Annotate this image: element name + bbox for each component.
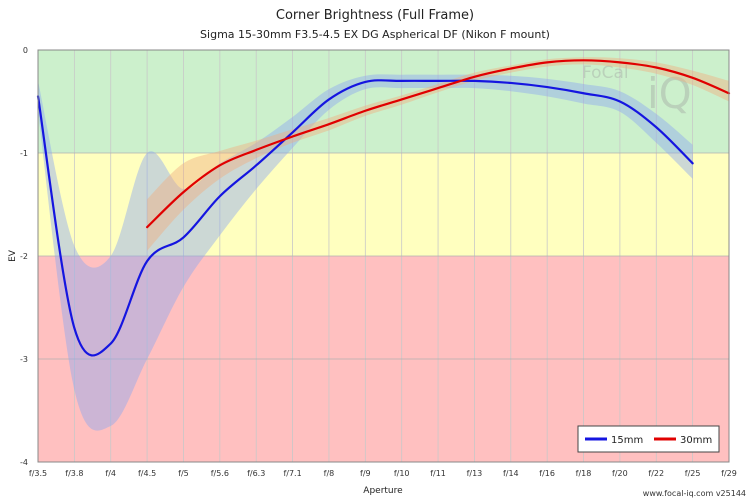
series-line-15mm [36, 79, 694, 357]
confidence-bands [38, 57, 730, 431]
x-tick-label: f/10 [394, 469, 410, 478]
y-tick-label: -2 [20, 252, 28, 261]
x-tick-label: f/3.8 [65, 469, 83, 478]
focal-iq-watermark: FoCal iQ [582, 63, 692, 118]
legend: 15mm 30mm [577, 425, 720, 453]
series-lines [36, 59, 731, 357]
x-tick-label: f/14 [503, 469, 519, 478]
x-tick-label: f/29 [721, 469, 737, 478]
confidence-band-30mm [147, 57, 730, 251]
legend-box [577, 425, 720, 453]
series-line-30mm [146, 59, 731, 229]
band-0 [38, 50, 729, 153]
x-tick-label: f/4 [105, 469, 116, 478]
x-tick-label: f/9 [360, 469, 371, 478]
y-tick-labels: 0 -1 -2 -3 -4 [20, 46, 28, 467]
confidence-band-15mm [38, 74, 693, 431]
x-tick-label: f/25 [685, 469, 701, 478]
chart-title: Corner Brightness (Full Frame) [276, 8, 474, 23]
y-axis-label: EV [8, 249, 18, 262]
legend-label-30mm: 30mm [680, 435, 712, 446]
watermark-brand: FoCal [582, 63, 629, 83]
x-tick-label: f/22 [648, 469, 664, 478]
legend-label-15mm: 15mm [611, 435, 643, 446]
chart-subtitle: Sigma 15-30mm F3.5-4.5 EX DG Aspherical … [200, 28, 550, 41]
x-tick-label: f/16 [539, 469, 555, 478]
x-tick-label: f/8 [324, 469, 335, 478]
band-1 [38, 153, 729, 256]
watermark-iq: iQ [647, 69, 692, 118]
y-tick-label: 0 [23, 46, 28, 55]
footer-credit: www.focal-iq.com v25144 [643, 489, 746, 498]
x-tick-label: f/5 [178, 469, 189, 478]
y-tick-label: -1 [20, 149, 28, 158]
y-tick-label: -4 [20, 458, 28, 467]
x-tick-label: f/5.6 [211, 469, 229, 478]
x-tick-label: f/3.5 [29, 469, 47, 478]
x-tick-labels: f/3.5 f/3.8 f/4 f/4.5 f/5 f/5.6 f/6.3 f/7.1 f/8 f… [29, 469, 737, 478]
plot-frame [37, 49, 730, 463]
x-tick-label: f/20 [612, 469, 628, 478]
x-tick-label: f/11 [430, 469, 446, 478]
x-axis-label: Aperture [363, 486, 403, 496]
x-tick-label: f/4.5 [138, 469, 156, 478]
y-tick-label: -3 [20, 355, 28, 364]
x-tick-label: f/13 [467, 469, 483, 478]
x-tick-label: f/18 [576, 469, 592, 478]
x-tick-label: f/6.3 [247, 469, 265, 478]
x-tick-label: f/7.1 [283, 469, 301, 478]
